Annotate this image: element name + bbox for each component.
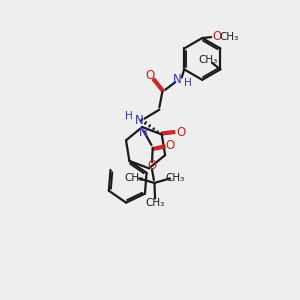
Text: H: H xyxy=(184,78,192,88)
Text: H: H xyxy=(125,111,133,121)
Text: O: O xyxy=(176,127,186,140)
Text: N: N xyxy=(135,114,143,127)
Text: N: N xyxy=(139,126,148,139)
Text: N: N xyxy=(173,73,182,86)
Text: CH₃: CH₃ xyxy=(166,172,185,182)
Text: O: O xyxy=(146,69,155,82)
Text: O: O xyxy=(213,30,222,43)
Text: CH₃: CH₃ xyxy=(198,56,218,65)
Text: CH₃: CH₃ xyxy=(220,32,239,41)
Text: CH₃: CH₃ xyxy=(146,198,165,208)
Text: O: O xyxy=(147,159,157,172)
Text: O: O xyxy=(165,139,175,152)
Text: CH₃: CH₃ xyxy=(124,172,143,182)
